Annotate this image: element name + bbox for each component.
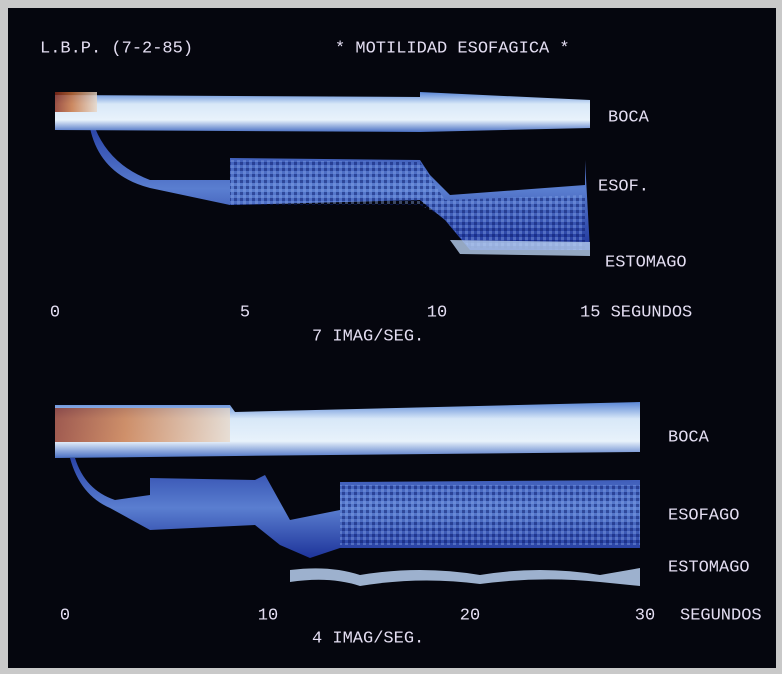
frame-rate: 7 IMAG/SEG. <box>312 327 424 346</box>
axis-label: 20 <box>460 606 480 625</box>
axis-label: 0 <box>50 303 60 322</box>
patient-id: L.B.P. (7-2-85) <box>40 39 193 58</box>
axis-label: 10 <box>258 606 278 625</box>
label: BOCA <box>608 108 650 127</box>
axis-label: 10 <box>427 303 447 322</box>
axis-label: 15 SEGUNDOS <box>580 303 692 322</box>
title: * MOTILIDAD ESOFAGICA * <box>335 39 570 58</box>
label: ESTOMAGO <box>668 558 750 577</box>
screen: L.B.P. (7-2-85) * MOTILIDAD ESOFAGICA * … <box>0 0 782 674</box>
label: ESOFAGO <box>668 506 739 525</box>
axis-label: 5 <box>240 303 250 322</box>
label: ESOF. <box>598 177 649 196</box>
label: BOCA <box>668 428 710 447</box>
axis-label: 30 <box>635 606 655 625</box>
axis-label: 0 <box>60 606 70 625</box>
axis-label: SEGUNDOS <box>680 606 762 625</box>
label: ESTOMAGO <box>605 253 687 272</box>
frame-rate: 4 IMAG/SEG. <box>312 629 424 648</box>
